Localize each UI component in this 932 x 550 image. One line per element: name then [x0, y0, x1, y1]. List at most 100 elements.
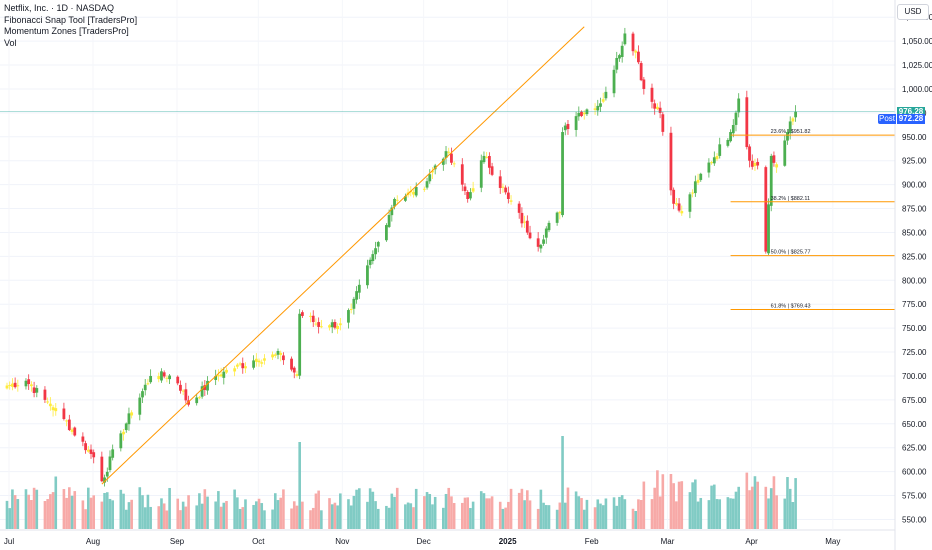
volume-bar [750, 486, 754, 529]
candle-body [374, 248, 377, 255]
volume-bar [672, 483, 675, 529]
candle-body [544, 228, 548, 238]
volume-bar [488, 498, 491, 529]
volume-bar [8, 508, 12, 529]
volume-bar [542, 502, 545, 529]
volume-bar [620, 495, 624, 529]
indicator-label-fibonacci[interactable]: Fibonacci Snap Tool [TradersPro] [4, 14, 138, 25]
volume-bar [89, 497, 93, 529]
candle-body [433, 165, 437, 170]
y-tick-label: 950.00 [902, 133, 927, 142]
volume-bar [753, 476, 757, 529]
volume-bar [650, 499, 654, 529]
volume-bar [596, 499, 600, 529]
volume-bar [260, 503, 264, 529]
volume-bar [5, 500, 9, 529]
candle-body [520, 212, 524, 224]
fib-level-label: 50.0% | $825.77 [771, 250, 811, 256]
candle-body [216, 375, 220, 377]
candle-body [450, 153, 453, 163]
volume-bar [536, 508, 540, 529]
candle-body [295, 374, 299, 376]
candle-body [639, 63, 643, 81]
candle-body [257, 360, 261, 363]
candle-body [146, 383, 150, 385]
volume-bar [24, 489, 28, 529]
volume-bar [138, 487, 142, 529]
candle-body [347, 310, 350, 323]
candle-body [712, 157, 716, 164]
volume-bar [198, 493, 201, 529]
candle-body [487, 156, 491, 168]
volume-bar [544, 505, 548, 529]
volume-bar [444, 493, 448, 529]
candle-body [528, 232, 532, 239]
candle-body [233, 368, 237, 372]
indicator-label-volume[interactable]: Vol [4, 37, 17, 48]
candle-body [791, 118, 795, 122]
candle-body [393, 198, 396, 207]
volume-bar [368, 488, 372, 529]
y-tick-label: 750.00 [902, 324, 927, 333]
symbol-title[interactable]: Netflix, Inc. · 1D · NASDAQ [4, 3, 115, 13]
volume-bar [233, 489, 236, 529]
volume-bar [374, 501, 377, 529]
volume-bar [273, 493, 277, 529]
candle-body [501, 186, 505, 188]
volume-bar [731, 498, 735, 529]
volume-bar [203, 489, 207, 529]
y-tick-label: 775.00 [902, 300, 927, 309]
candle-body [385, 225, 388, 241]
volume-bar [631, 508, 635, 529]
candle-body [282, 355, 285, 361]
candle-body [558, 211, 562, 214]
candle-body [767, 204, 770, 254]
candle-body [11, 383, 14, 387]
candle-body [124, 423, 128, 431]
candle-body [119, 433, 123, 449]
volume-bar [498, 501, 502, 529]
volume-bar [688, 492, 692, 529]
candle-body [707, 162, 711, 173]
grid-layer [0, 16, 895, 531]
y-axis[interactable]: 550.00 575.00 600.00 625.00 650.00 675.00 700.… [894, 0, 932, 550]
volume-bar [301, 501, 304, 529]
candle-body [65, 420, 69, 422]
volume-bar [385, 505, 388, 529]
y-tick-label: 850.00 [902, 228, 927, 237]
volume-bar [184, 506, 188, 529]
currency-button[interactable]: USD [897, 4, 929, 20]
candle-body [412, 191, 415, 195]
candle-body [279, 352, 283, 355]
candle-body [89, 449, 93, 454]
x-axis[interactable]: Jul Aug Sep Oct Nov Dec 2025 Feb Mar Apr May [4, 537, 841, 546]
x-tick-label: Aug [86, 537, 100, 546]
candle-body [756, 161, 760, 166]
volume-bar [745, 472, 749, 529]
volume-bar [409, 503, 413, 529]
candle-body [8, 384, 12, 386]
volume-bar [65, 497, 68, 529]
y-tick-label: 1,050.00 [902, 37, 932, 46]
candle-body [225, 369, 228, 373]
volume-bar [222, 502, 226, 529]
indicator-label-momentum[interactable]: Momentum Zones [TradersPro] [4, 26, 129, 36]
volume-bar [349, 505, 353, 529]
candle-body [566, 123, 570, 130]
candle-body [168, 375, 171, 380]
candle-body [471, 188, 475, 192]
volume-bar [769, 488, 773, 529]
volume-bar [103, 492, 106, 529]
volume-bar [601, 505, 605, 529]
trendline [101, 26, 585, 485]
volume-bar [442, 507, 445, 529]
candle-body [130, 412, 134, 416]
volume-bar [433, 496, 437, 529]
x-tick-label: Apr [745, 537, 758, 546]
volume-bar [73, 491, 77, 529]
candle-body [542, 239, 545, 244]
volume-bar [585, 499, 589, 529]
candle-body [366, 265, 369, 286]
volume-bar [504, 507, 507, 529]
